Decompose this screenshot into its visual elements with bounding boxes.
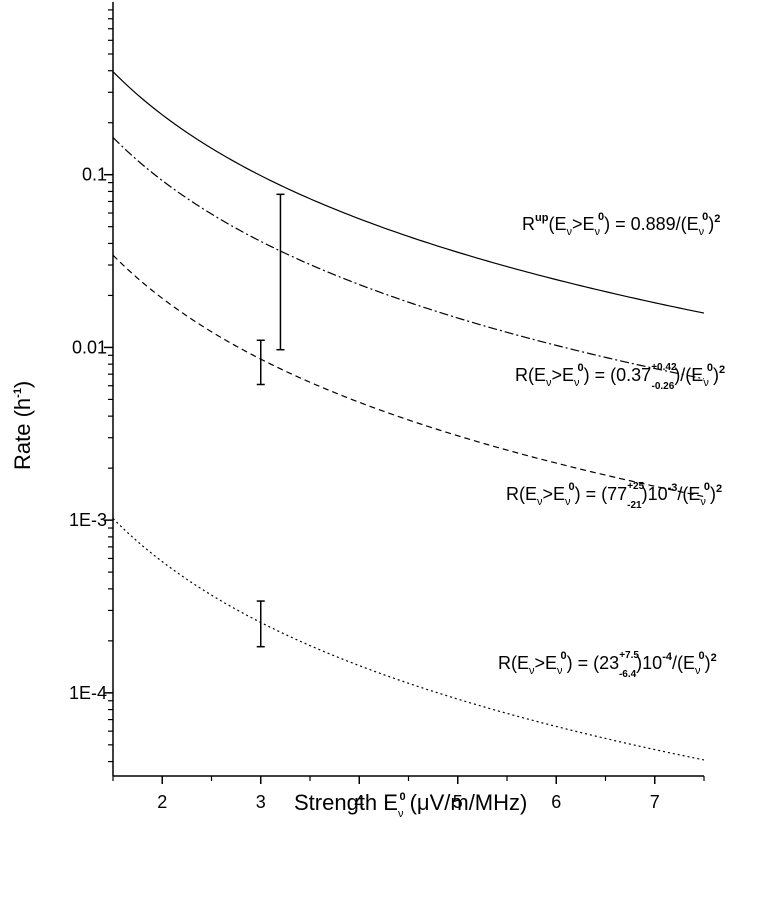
error-bars [256,193,285,648]
tick-labels: 2 3 4 5 6 7 1E-4 1E-3 0.01 0.1 [69,165,660,812]
y-tick-label: 1E-3 [69,510,107,530]
y-axis-title: Rate (h-1) [10,381,35,470]
fit-curve-1 [112,71,705,314]
annotation-dotted-fit: R(Eν>Eν0) = (23+7.5 -6.4)10-4/(Eν0)2 [498,650,717,680]
x-tick-label: 4 [354,792,364,812]
x-tick-label: 7 [650,792,660,812]
curves [112,71,705,761]
fit-curve-4 [112,518,705,761]
x-tick-label: 3 [256,792,266,812]
y-tick-label: 0.1 [82,165,107,185]
annotation-dashdot-fit: R(Eν>Eν0) = (0.37+0.42 -0.26)/(Eν0)2 [515,362,725,392]
x-axis-title: Strength Eν0 (μV/m/MHz) [294,790,527,820]
fit-curve-2 [112,136,705,380]
fit-curve-3 [112,254,705,498]
annotation-upper-limit: Rup(Eν>Eν0) = 0.889/(Eν0)2 [522,211,720,238]
x-tick-label: 2 [157,792,167,812]
x-tick-label: 6 [551,792,561,812]
x-tick-label: 5 [453,792,463,812]
annotation-dashed-fit: R(Eν>Eν0) = (77+25 -21)10-3/(Eν0)2 [506,481,722,511]
y-tick-label: 0.01 [72,337,107,357]
y-tick-label: 1E-4 [69,683,107,703]
axis-ticks [104,9,705,784]
